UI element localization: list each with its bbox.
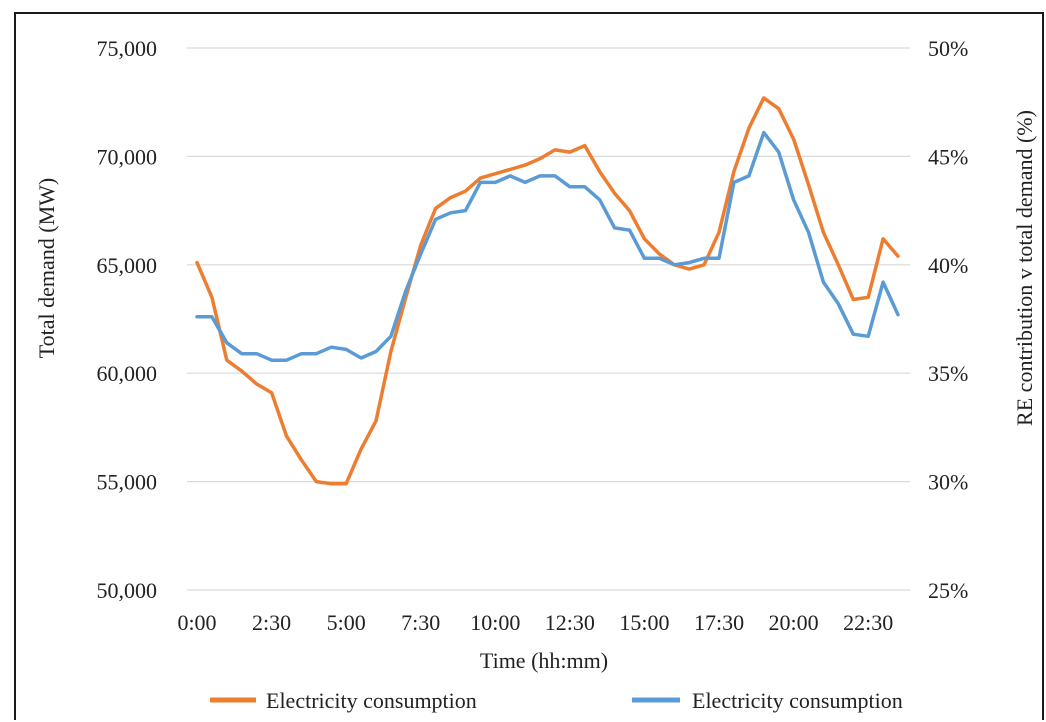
series-lines [195, 96, 900, 486]
x-tick-label: 2:30 [252, 610, 291, 635]
x-tick-label: 7:30 [401, 610, 440, 635]
legend-label-2: Electricity consumption [692, 688, 903, 713]
series-line-2 [195, 130, 900, 362]
y-tick-label: 65,000 [97, 253, 158, 278]
y2-tick-label: 35% [928, 361, 968, 386]
left-axis-tick-labels: 50,000 55,000 60,000 65,000 70,000 75,000 [97, 36, 158, 603]
y2-axis-label: RE contribution v total demand (%) [1012, 110, 1037, 426]
series-line-1 [195, 96, 900, 486]
y2-tick-label: 50% [928, 36, 968, 61]
x-tick-label: 0:00 [177, 610, 216, 635]
legend-label-1: Electricity consumption [266, 688, 477, 713]
gridlines [187, 47, 910, 591]
x-tick-label: 10:00 [470, 610, 520, 635]
y-tick-label: 75,000 [97, 36, 158, 61]
legend: Electricity consumption Electricity cons… [210, 688, 903, 713]
x-tick-label: 20:00 [769, 610, 819, 635]
right-axis-tick-labels: 25% 30% 35% 40% 45% 50% [928, 36, 968, 603]
y2-tick-label: 45% [928, 144, 968, 169]
y2-tick-label: 25% [928, 578, 968, 603]
y-axis-label: Total demand (MW) [34, 178, 59, 359]
x-tick-label: 5:00 [327, 610, 366, 635]
y-tick-label: 60,000 [97, 361, 158, 386]
y2-tick-label: 30% [928, 470, 968, 495]
x-tick-label: 17:30 [694, 610, 744, 635]
y2-tick-label: 40% [928, 253, 968, 278]
y-tick-label: 70,000 [97, 144, 158, 169]
y-tick-label: 50,000 [97, 578, 158, 603]
chart-frame [14, 12, 1044, 720]
x-tick-label: 12:30 [545, 610, 595, 635]
x-axis-label: Time (hh:mm) [480, 648, 608, 673]
y-tick-label: 55,000 [97, 470, 158, 495]
x-tick-label: 15:00 [619, 610, 669, 635]
x-tick-label: 22:30 [843, 610, 893, 635]
x-axis-tick-labels: 0:00 2:30 5:00 7:30 10:00 12:30 15:00 17:30 20:0… [177, 610, 893, 635]
